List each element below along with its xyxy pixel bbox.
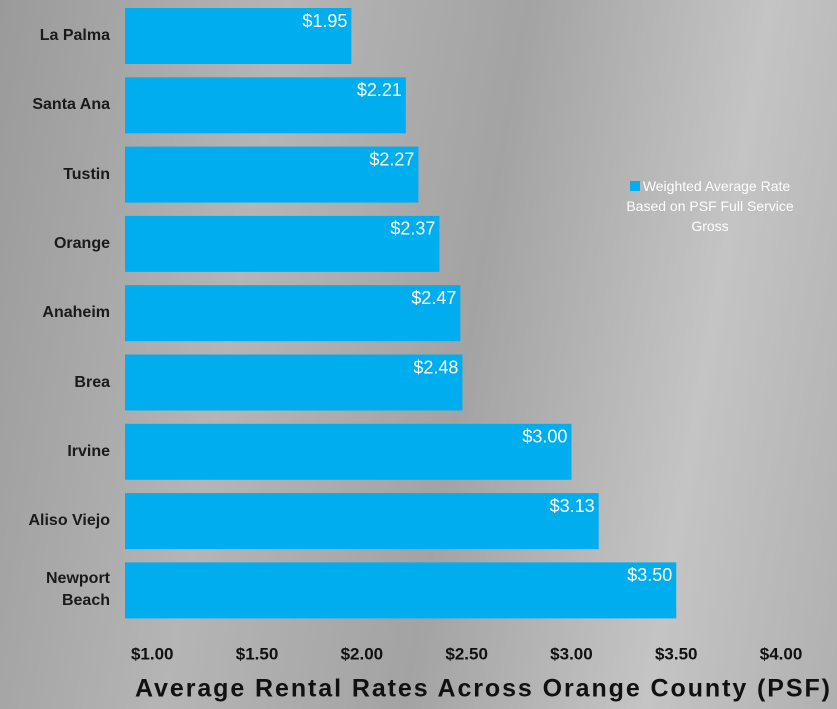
- x-tick-label: $1.50: [236, 644, 279, 663]
- legend: Weighted Average Rate Based on PSF Full …: [620, 176, 800, 236]
- y-tick-label: Anaheim: [0, 302, 110, 324]
- chart-title: Average Rental Rates Across Orange Count…: [135, 675, 830, 703]
- y-tick-label: Tustin: [0, 164, 110, 186]
- y-tick-label: Newport Beach: [0, 568, 110, 612]
- data-label: $2.27: [369, 149, 414, 169]
- data-label: $2.48: [413, 357, 458, 377]
- data-label: $2.21: [357, 80, 402, 100]
- data-label: $1.95: [302, 11, 347, 31]
- bar: [125, 493, 599, 549]
- y-tick-label: Aliso Viejo: [0, 510, 110, 532]
- bar: [125, 355, 462, 411]
- bar: [125, 285, 460, 341]
- data-label: $3.13: [550, 496, 595, 516]
- y-tick-label: Santa Ana: [0, 94, 110, 116]
- bar: [125, 424, 571, 480]
- y-tick-label: Brea: [0, 372, 110, 394]
- x-tick-label: $1.00: [131, 644, 174, 663]
- y-tick-label: Irvine: [0, 441, 110, 463]
- x-tick-label: $4.00: [760, 644, 803, 663]
- bar: [125, 562, 676, 618]
- data-label: $3.00: [522, 427, 567, 447]
- data-label: $3.50: [627, 565, 672, 585]
- y-tick-label: Orange: [0, 233, 110, 255]
- y-tick-label: La Palma: [0, 25, 110, 47]
- plot: Average Rental Rates Across Orange Count…: [0, 0, 837, 709]
- x-tick-label: $3.00: [550, 644, 593, 663]
- chart: Average Rental Rates Across Orange Count…: [0, 0, 837, 709]
- x-tick-label: $3.50: [655, 644, 698, 663]
- legend-label: Weighted Average Rate Based on PSF Full …: [626, 178, 793, 234]
- legend-swatch: [630, 181, 640, 191]
- x-tick-label: $2.00: [341, 644, 384, 663]
- data-label: $2.47: [411, 288, 456, 308]
- data-label: $2.37: [390, 219, 435, 239]
- x-tick-label: $2.50: [445, 644, 488, 663]
